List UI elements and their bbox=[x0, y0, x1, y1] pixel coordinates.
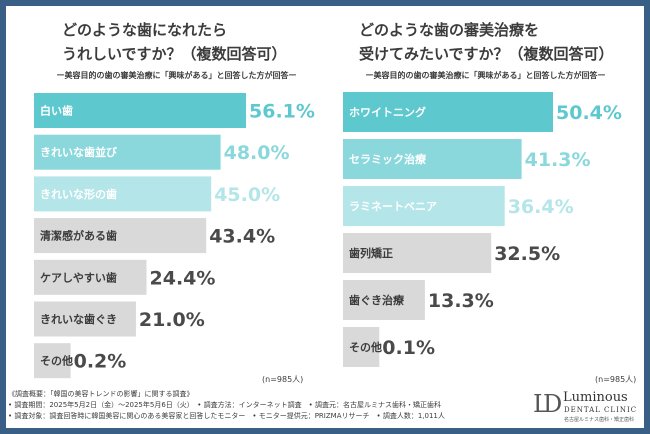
right-chart-value-label: 50.4% bbox=[556, 102, 622, 124]
logo-subtitle: DENTAL CLINIC bbox=[564, 406, 638, 414]
left-chart-value-label: 24.4% bbox=[150, 267, 216, 289]
left-bar-chart: 白い歯 56.1% きれいな歯並び 48.0% きれいな形の歯 45.0% 清潔感がある歯 4… bbox=[34, 93, 315, 379]
left-chart-panel: どのような歯になれたら うれしいですか？（複数回答可） ー美容目的の歯の審美治療… bbox=[34, 6, 334, 386]
left-title-line-2: うれしいですか？（複数回答可） bbox=[62, 45, 287, 63]
left-title-line-1: どのような歯になれたら bbox=[62, 21, 228, 39]
right-chart-title: どのような歯の審美治療を 受けてみたいですか？（複数回答可） bbox=[359, 18, 614, 66]
left-chart-bar bbox=[34, 218, 207, 254]
left-chart-category-label: きれいな歯並び bbox=[40, 145, 118, 159]
survey-period-line: • 調査期間：2025年5月2日（金）〜2025年5月6日（火） • 調査方法：… bbox=[8, 401, 442, 409]
left-chart-value-label: 0.2% bbox=[74, 351, 127, 373]
right-chart-category-label: セラミック治療 bbox=[349, 152, 427, 166]
right-title-line-1: どのような歯の審美治療を bbox=[359, 21, 540, 39]
right-chart-value-label: 41.3% bbox=[525, 149, 591, 171]
left-chart-bar bbox=[34, 176, 212, 212]
right-chart-bar bbox=[343, 92, 553, 132]
right-chart-value-label: 32.5% bbox=[494, 243, 560, 265]
left-chart-value-label: 45.0% bbox=[214, 184, 280, 206]
left-chart-title: どのような歯になれたら うれしいですか？（複数回答可） bbox=[62, 18, 287, 66]
right-chart-bar bbox=[343, 233, 492, 273]
left-sample-size-note: (n=985人) bbox=[262, 375, 304, 384]
logo-name: Luminous bbox=[563, 390, 628, 405]
right-chart-bar bbox=[343, 280, 425, 320]
survey-target-line: • 調査対象：調査回答時に韓国美容に関心のある美容家と回答したモニター • モニ… bbox=[8, 412, 445, 420]
left-chart-subtitle: ー美容目的の歯の審美治療に「興味がある」と回答した方が回答ー bbox=[56, 71, 297, 80]
left-chart-category-label: その他 bbox=[40, 354, 73, 368]
survey-summary-title: 《調査概要：「韓国の美容トレンドの影響」に関する調査》 bbox=[8, 390, 194, 398]
clinic-logo: LD Luminous DENTAL CLINIC 名古屋ルミナス歯科・矯正歯科 bbox=[533, 388, 643, 428]
right-chart-panel: どのような歯の審美治療を 受けてみたいですか？（複数回答可） ー美容目的の歯の審… bbox=[343, 6, 643, 386]
left-chart-category-label: きれいな歯ぐき bbox=[40, 312, 117, 326]
left-chart-value-label: 21.0% bbox=[139, 309, 205, 331]
left-chart-category-label: きれいな形の歯 bbox=[40, 187, 117, 201]
right-chart-value-label: 0.1% bbox=[382, 337, 435, 359]
right-chart-category-label: その他 bbox=[349, 340, 382, 354]
right-bar-chart: ホワイトニング 50.4% セラミック治療 41.3% ラミネートベニア 36.4% 歯列矯… bbox=[343, 92, 622, 367]
right-chart-category-label: ホワイトニング bbox=[349, 105, 426, 119]
right-chart-bar bbox=[343, 327, 380, 367]
left-chart-bar bbox=[34, 259, 147, 295]
right-chart-bar bbox=[343, 139, 522, 179]
right-sample-size-note: (n=985人) bbox=[595, 375, 637, 384]
logo-mark: LD bbox=[533, 390, 562, 418]
right-chart-value-label: 13.3% bbox=[428, 290, 494, 312]
right-chart-bar bbox=[343, 186, 505, 226]
left-chart-category-label: 白い歯 bbox=[40, 104, 73, 118]
left-chart-bar bbox=[34, 93, 246, 128]
right-chart-category-label: 歯ぐき治療 bbox=[349, 293, 405, 307]
left-chart-value-label: 48.0% bbox=[224, 142, 290, 164]
right-chart-category-label: ラミネートベニア bbox=[349, 200, 437, 213]
left-chart-bar bbox=[34, 134, 221, 170]
right-title-line-2: 受けてみたいですか？（複数回答可） bbox=[359, 45, 614, 63]
left-chart-value-label: 43.4% bbox=[209, 226, 275, 248]
left-chart-category-label: 清潔感がある歯 bbox=[40, 229, 117, 243]
right-chart-value-label: 36.4% bbox=[508, 196, 574, 218]
logo-tagline: 名古屋ルミナス歯科・矯正歯科 bbox=[564, 417, 635, 423]
left-chart-value-label: 56.1% bbox=[249, 101, 315, 123]
infographic-card: どのような歯になれたら うれしいですか？（複数回答可） ー美容目的の歯の審美治療… bbox=[6, 6, 644, 428]
right-chart-category-label: 歯列矯正 bbox=[349, 246, 393, 260]
left-chart-bar bbox=[34, 301, 136, 337]
left-chart-category-label: ケアしやすい歯 bbox=[40, 270, 117, 284]
right-chart-subtitle: ー美容目的の歯の審美治療に「興味がある」と回答した方が回答ー bbox=[365, 71, 606, 80]
left-chart-bar bbox=[34, 343, 71, 379]
